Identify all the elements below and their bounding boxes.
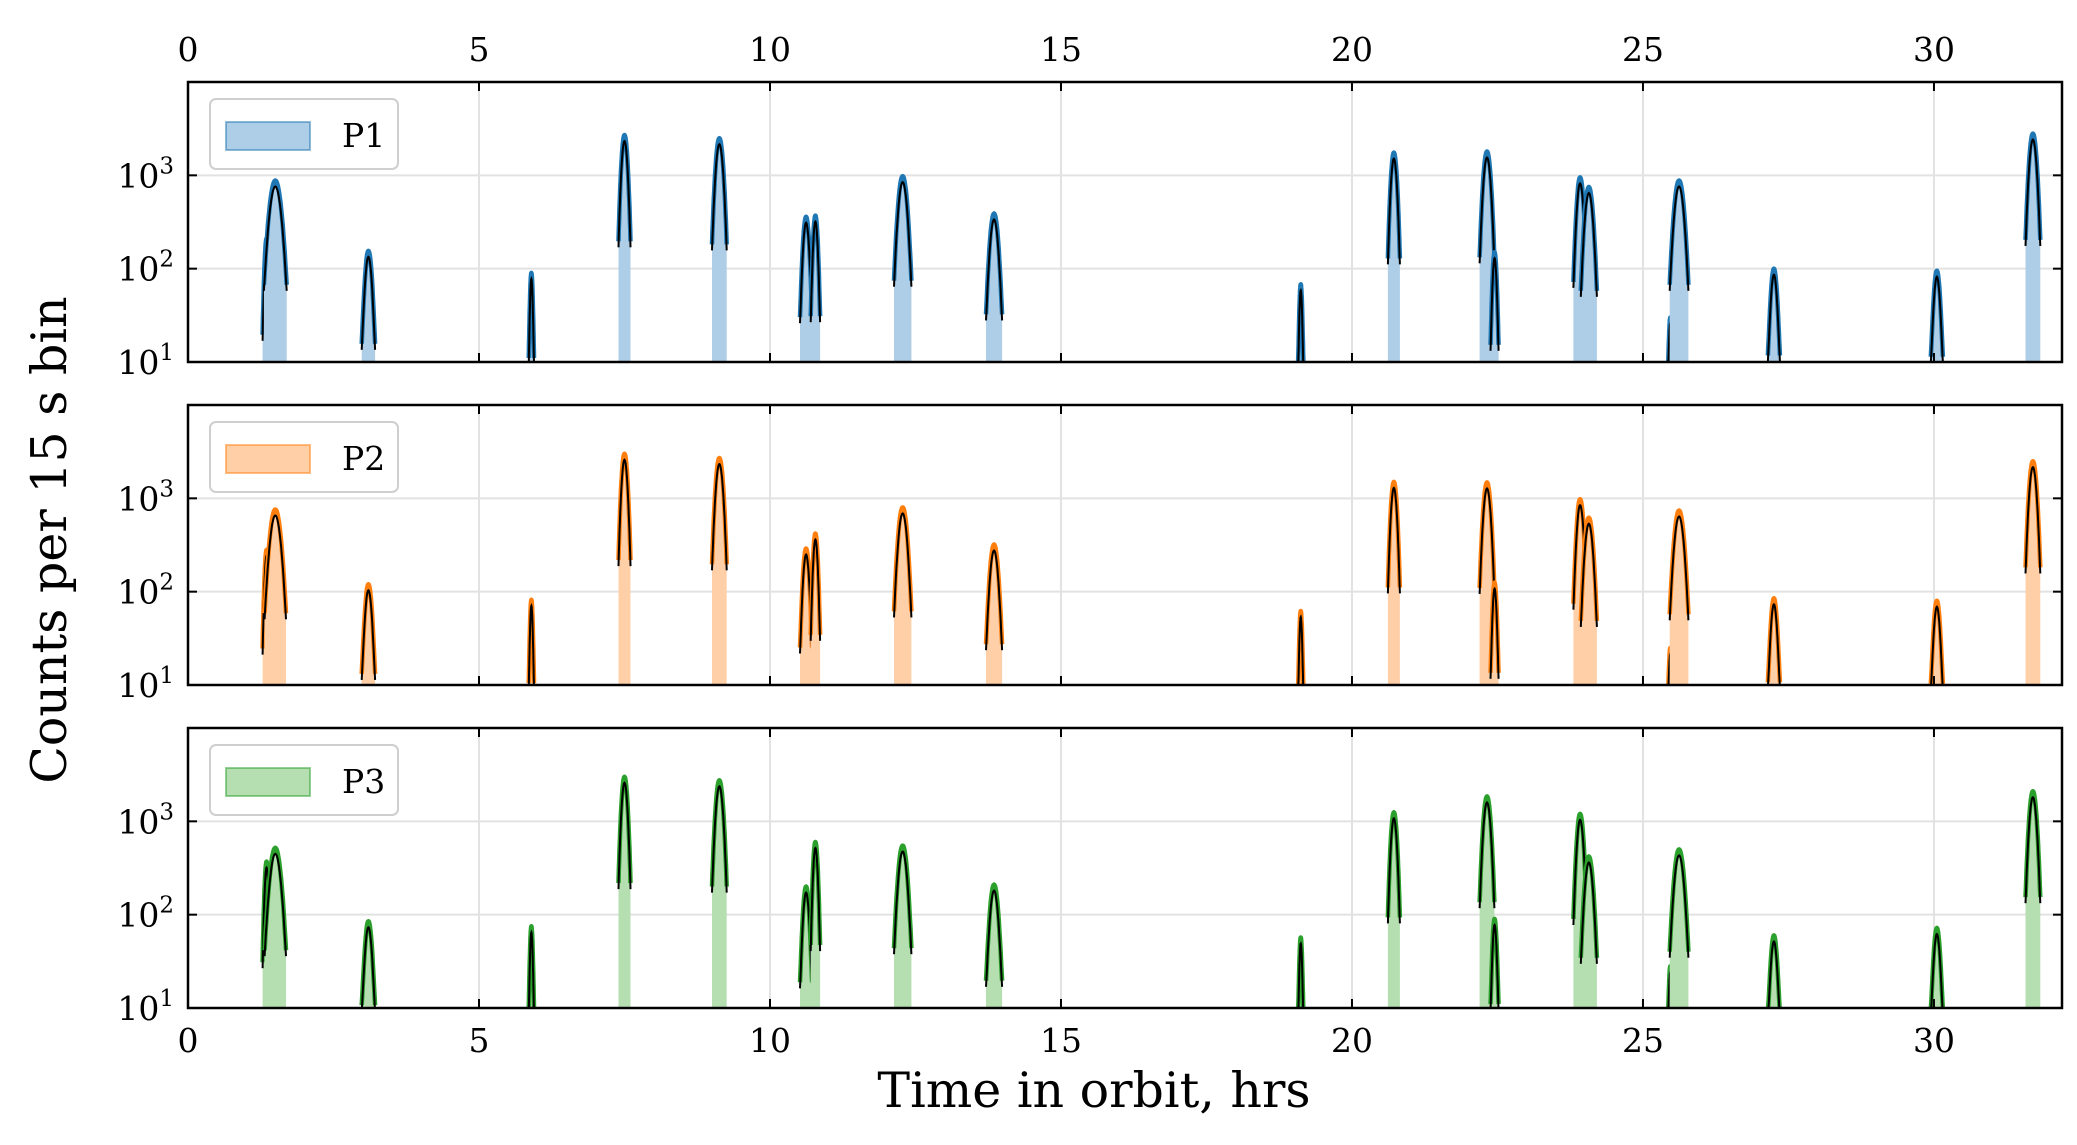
y-tick-label: 101 (117, 986, 174, 1028)
panel-frame (186, 80, 2064, 364)
peak-model-line (1579, 522, 1598, 627)
legend-label: P1 (342, 116, 385, 155)
panel-p2: 101 102 103 P2 (117, 403, 2064, 705)
legend-label: P2 (342, 439, 385, 478)
peak-model-line (1297, 941, 1305, 1008)
peak-model-line (1668, 185, 1690, 291)
peak-model-line (360, 255, 377, 350)
panel-frame (186, 403, 2064, 687)
y-tick-label: 103 (117, 153, 174, 195)
legend-label: P3 (342, 762, 385, 801)
y-tick-label: 103 (117, 799, 174, 841)
peak-model-line (1767, 940, 1781, 1008)
panel-data (260, 774, 2043, 1008)
peak-model-line (1767, 602, 1781, 685)
peak-model-line (1766, 273, 1781, 362)
legend-swatch (225, 121, 311, 151)
peak-model-line (711, 142, 728, 251)
peak-model-line (360, 589, 377, 680)
peak-model-line (263, 852, 287, 957)
peak-model-line (527, 276, 535, 362)
peak-model-line (1489, 586, 1500, 679)
y-tick-label: 101 (117, 663, 174, 705)
peak-model-line (1297, 288, 1305, 362)
peak-model-line (711, 784, 728, 893)
peak-model-line (1478, 486, 1496, 594)
x-tick-label-top: 30 (1913, 30, 1955, 69)
legend: P1 (209, 98, 399, 170)
x-tick-label-bottom: 5 (468, 1021, 489, 1060)
peak-model-line (1668, 854, 1690, 958)
y-tick-label: 102 (117, 570, 174, 612)
peak-model-line (809, 537, 822, 641)
peak-model-line (1929, 275, 1944, 362)
x-tick-label-bottom: 15 (1040, 1021, 1082, 1060)
legend: P3 (209, 744, 399, 816)
peak-model-line (1478, 156, 1496, 264)
peak-model-line (617, 781, 632, 890)
peak-model-line (360, 926, 376, 1008)
y-tick-label: 103 (117, 476, 174, 518)
peak-model-line (809, 846, 822, 952)
peak-model-line (711, 462, 728, 571)
peak-model-line (1386, 157, 1401, 265)
y-tick-label: 101 (117, 340, 174, 382)
x-tick-label-top: 5 (468, 30, 489, 69)
peak-model-line (527, 929, 535, 1008)
peak-model-line (2024, 465, 2042, 574)
x-tick-label-top: 0 (178, 30, 199, 69)
panel-data (260, 131, 2043, 362)
peak-model-line (893, 850, 913, 955)
x-axis-title: Time in orbit, hrs (877, 1062, 1310, 1119)
peak-model-line (1489, 256, 1500, 351)
y-axis-title: Counts per 15 s bin (21, 296, 78, 783)
legend-swatch (225, 767, 311, 797)
peak-model-line (985, 549, 1004, 651)
x-tick-label-bottom: 30 (1913, 1021, 1955, 1060)
peak-model-line (2024, 138, 2042, 246)
panel-frame (186, 726, 2064, 1010)
panel-p3: 101 102 103 P3 (117, 726, 2064, 1028)
peak-model-line (809, 219, 822, 323)
peak-model-line (1930, 932, 1944, 1008)
peak-model-line (893, 181, 913, 287)
peak-model-line (1489, 923, 1500, 1008)
x-tick-label-top: 15 (1040, 30, 1082, 69)
legend-swatch (225, 444, 311, 474)
peak-model-line (1386, 486, 1401, 594)
x-tick-label-top: 10 (749, 30, 791, 69)
peak-fill (361, 921, 376, 1008)
y-tick-label: 102 (117, 893, 174, 935)
peak-model-line (1478, 800, 1496, 909)
x-tick-label-bottom: 0 (178, 1021, 199, 1060)
peak-model-line (1386, 816, 1401, 924)
x-tick-label-bottom: 20 (1331, 1021, 1373, 1060)
panel-p1: 101 102 103 P1 (117, 80, 2064, 382)
peak-model-line (617, 458, 632, 567)
peak-model-line (893, 512, 913, 618)
x-tick-label-bottom: 25 (1622, 1021, 1664, 1060)
legend: P2 (209, 421, 399, 493)
x-tick-label-top: 25 (1622, 30, 1664, 69)
peak-model-line (1579, 861, 1598, 964)
peak-model-line (985, 218, 1004, 321)
peak-model-line (527, 602, 535, 685)
peak-model-line (1579, 191, 1598, 297)
peak-model-line (263, 514, 287, 620)
peak-model-line (1297, 614, 1305, 685)
chart-root: 101102103P1101102103P2101102103P30055101… (117, 30, 2064, 1060)
panel-data (260, 451, 2043, 685)
y-tick-label: 102 (117, 247, 174, 289)
peak-model-line (262, 185, 288, 291)
peak-model-line (617, 139, 632, 248)
x-tick-label-top: 20 (1331, 30, 1373, 69)
peak-model-line (1668, 515, 1690, 621)
peak-model-line (2024, 796, 2042, 904)
peak-model-line (1930, 605, 1944, 685)
peak-model-line (985, 889, 1004, 987)
x-tick-label-bottom: 10 (749, 1021, 791, 1060)
